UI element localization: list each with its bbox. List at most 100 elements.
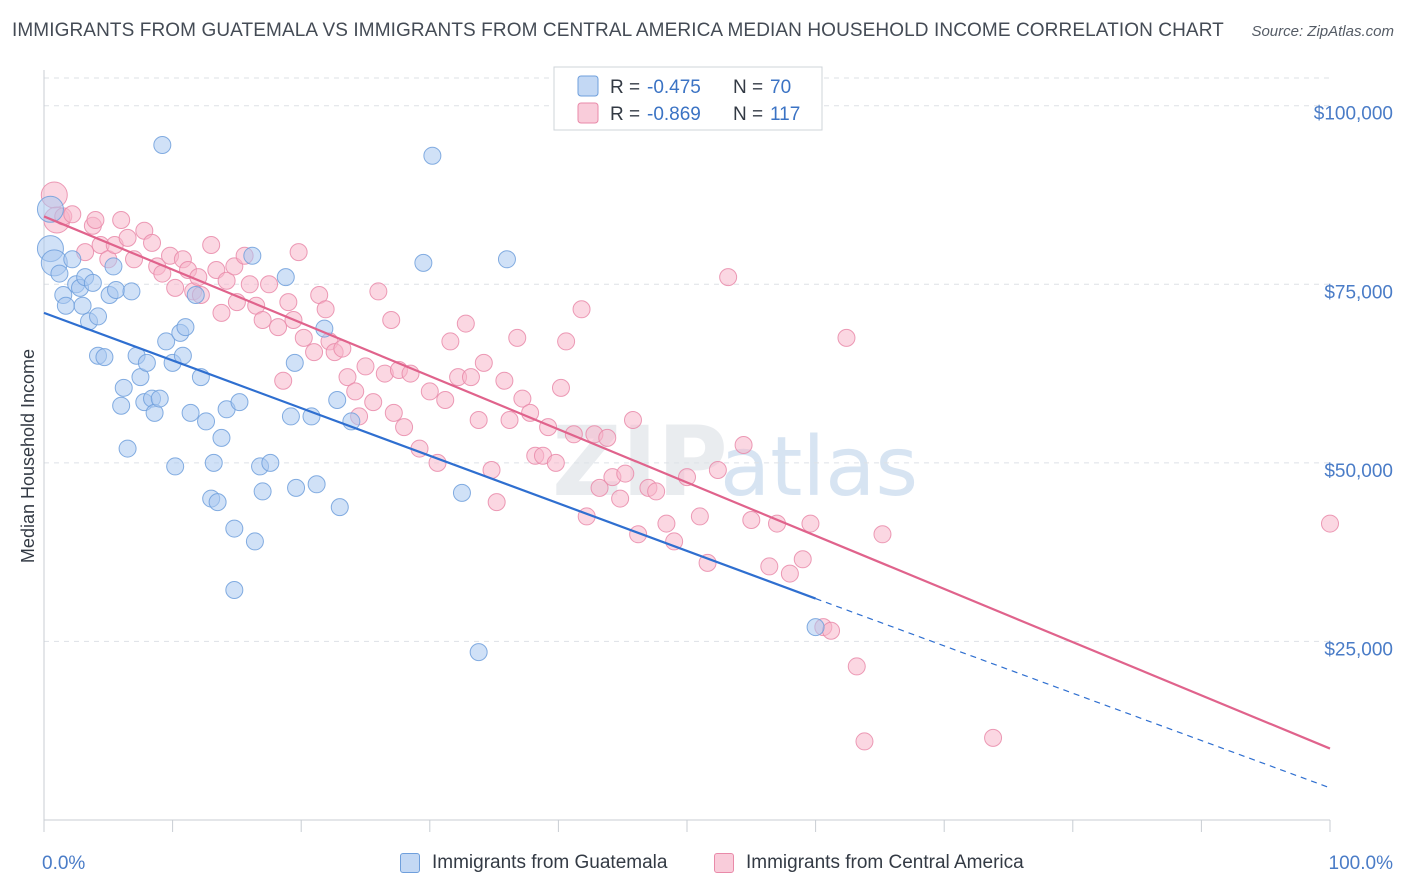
guatemala-point-38 bbox=[186, 286, 205, 304]
central-america-point-3 bbox=[63, 205, 82, 224]
x-tick-labels: 0.0% 100.0% bbox=[42, 853, 1393, 874]
central-america-point-24 bbox=[202, 236, 221, 254]
trend-lines bbox=[43, 215, 1331, 789]
guatemala-point-61 bbox=[330, 498, 349, 517]
guatemala-point-46 bbox=[225, 519, 244, 538]
watermark-atlas: atlas bbox=[720, 420, 918, 515]
central-america-point-72 bbox=[500, 411, 519, 429]
central-america-point-27 bbox=[217, 271, 236, 290]
bottom-legend-swatch-guatemala bbox=[400, 853, 420, 873]
guatemala-point-54 bbox=[281, 407, 300, 426]
guatemala-point-20 bbox=[114, 378, 133, 397]
guatemala-point-51 bbox=[253, 482, 272, 501]
guatemala-point-43 bbox=[208, 493, 227, 512]
central-america-point-108 bbox=[801, 514, 820, 533]
central-america-point-63 bbox=[441, 332, 460, 351]
guatemala-point-6 bbox=[63, 250, 82, 269]
central-america-point-110 bbox=[822, 621, 841, 640]
guatemala-point-66 bbox=[452, 483, 471, 502]
grid bbox=[44, 77, 1330, 642]
central-america-point-60 bbox=[420, 382, 439, 401]
central-america-point-98 bbox=[690, 507, 709, 526]
legend-r-label: R = bbox=[610, 104, 640, 125]
guatemala-point-5 bbox=[56, 296, 75, 315]
legend-swatch-guatemala bbox=[577, 75, 599, 97]
guatemala-point-42 bbox=[204, 453, 223, 472]
central-america-point-86 bbox=[590, 478, 609, 497]
trend-line-guatemala-extension bbox=[815, 598, 1331, 789]
legend-n-label: N = bbox=[733, 104, 763, 125]
central-america-point-67 bbox=[469, 411, 488, 429]
series-guatemala-points bbox=[36, 136, 825, 662]
guatemala-point-12 bbox=[83, 273, 102, 292]
central-america-point-90 bbox=[616, 464, 635, 483]
central-america-point-34 bbox=[260, 275, 279, 294]
central-america-point-92 bbox=[629, 525, 648, 544]
bottom-legend-label-central-america: Immigrants from Central America bbox=[746, 852, 1024, 873]
x-tick-label-min: 0.0% bbox=[42, 853, 85, 874]
y-tick-label-0: $25,000 bbox=[1324, 639, 1393, 660]
guatemala-point-58 bbox=[307, 475, 326, 494]
guatemala-point-29 bbox=[150, 389, 169, 408]
central-america-point-95 bbox=[657, 514, 676, 533]
central-america-point-87 bbox=[598, 428, 617, 447]
guatemala-point-67 bbox=[469, 643, 488, 662]
bottom-legend-item-central-america: Immigrants from Central America bbox=[714, 852, 1024, 874]
guatemala-point-53 bbox=[276, 268, 295, 287]
central-america-point-75 bbox=[521, 403, 540, 422]
central-america-point-39 bbox=[289, 243, 308, 262]
central-america-point-10 bbox=[112, 211, 131, 229]
legend-r-label: R = bbox=[610, 77, 640, 98]
central-america-point-51 bbox=[364, 393, 383, 412]
central-america-point-65 bbox=[456, 314, 475, 333]
guatemala-point-44 bbox=[212, 428, 231, 447]
central-america-point-107 bbox=[793, 550, 812, 569]
guatemala-point-33 bbox=[166, 457, 185, 476]
trend-line-guatemala bbox=[43, 311, 816, 600]
guatemala-point-30 bbox=[153, 136, 172, 154]
guatemala-point-40 bbox=[197, 412, 216, 431]
central-america-point-33 bbox=[253, 311, 272, 329]
guatemala-point-18 bbox=[107, 281, 126, 299]
central-america-point-89 bbox=[611, 489, 630, 508]
central-america-point-11 bbox=[118, 228, 137, 247]
chart-title: IMMIGRANTS FROM GUATEMALA VS IMMIGRANTS … bbox=[12, 20, 1224, 41]
central-america-point-40 bbox=[294, 328, 313, 347]
guatemala-point-64 bbox=[414, 253, 433, 272]
legend-r-value-central-america: -0.869 bbox=[647, 104, 701, 125]
guatemala-point-0 bbox=[36, 195, 64, 223]
central-america-point-80 bbox=[551, 378, 570, 397]
guatemala-point-22 bbox=[122, 282, 141, 301]
central-america-point-50 bbox=[356, 357, 375, 376]
guatemala-point-63 bbox=[225, 581, 244, 599]
guatemala-point-13 bbox=[89, 307, 108, 326]
central-america-point-6 bbox=[86, 211, 105, 229]
central-america-point-91 bbox=[623, 411, 642, 429]
legend-n-value-guatemala: 70 bbox=[770, 77, 791, 98]
central-america-point-36 bbox=[274, 371, 293, 390]
guatemala-point-26 bbox=[137, 353, 156, 372]
bottom-legend-label-guatemala: Immigrants from Guatemala bbox=[432, 852, 668, 873]
central-america-point-57 bbox=[395, 418, 414, 437]
bottom-legend-item-guatemala: Immigrants from Guatemala bbox=[400, 852, 667, 874]
guatemala-point-37 bbox=[181, 403, 200, 422]
central-america-point-52 bbox=[369, 282, 388, 301]
guatemala-point-55 bbox=[285, 353, 304, 372]
central-america-point-62 bbox=[436, 391, 455, 409]
central-america-point-18 bbox=[166, 278, 185, 297]
legend-r-value-guatemala: -0.475 bbox=[647, 77, 701, 98]
x-tick-label-max: 100.0% bbox=[1329, 853, 1394, 874]
central-america-point-37 bbox=[279, 293, 298, 312]
guatemala-point-21 bbox=[118, 439, 137, 458]
legend-n-label: N = bbox=[733, 77, 763, 98]
central-america-point-81 bbox=[557, 332, 576, 351]
guatemala-point-52 bbox=[261, 453, 280, 472]
central-america-point-83 bbox=[572, 300, 591, 319]
central-america-point-55 bbox=[384, 403, 403, 422]
central-america-point-41 bbox=[305, 343, 324, 362]
y-tick-labels: $25,000 $50,000 $75,000 $100,000 bbox=[1314, 104, 1393, 661]
central-america-point-43 bbox=[316, 300, 335, 319]
chart-source: Source: ZipAtlas.com bbox=[1251, 23, 1394, 40]
bottom-legend-swatch-central-america bbox=[714, 853, 734, 873]
